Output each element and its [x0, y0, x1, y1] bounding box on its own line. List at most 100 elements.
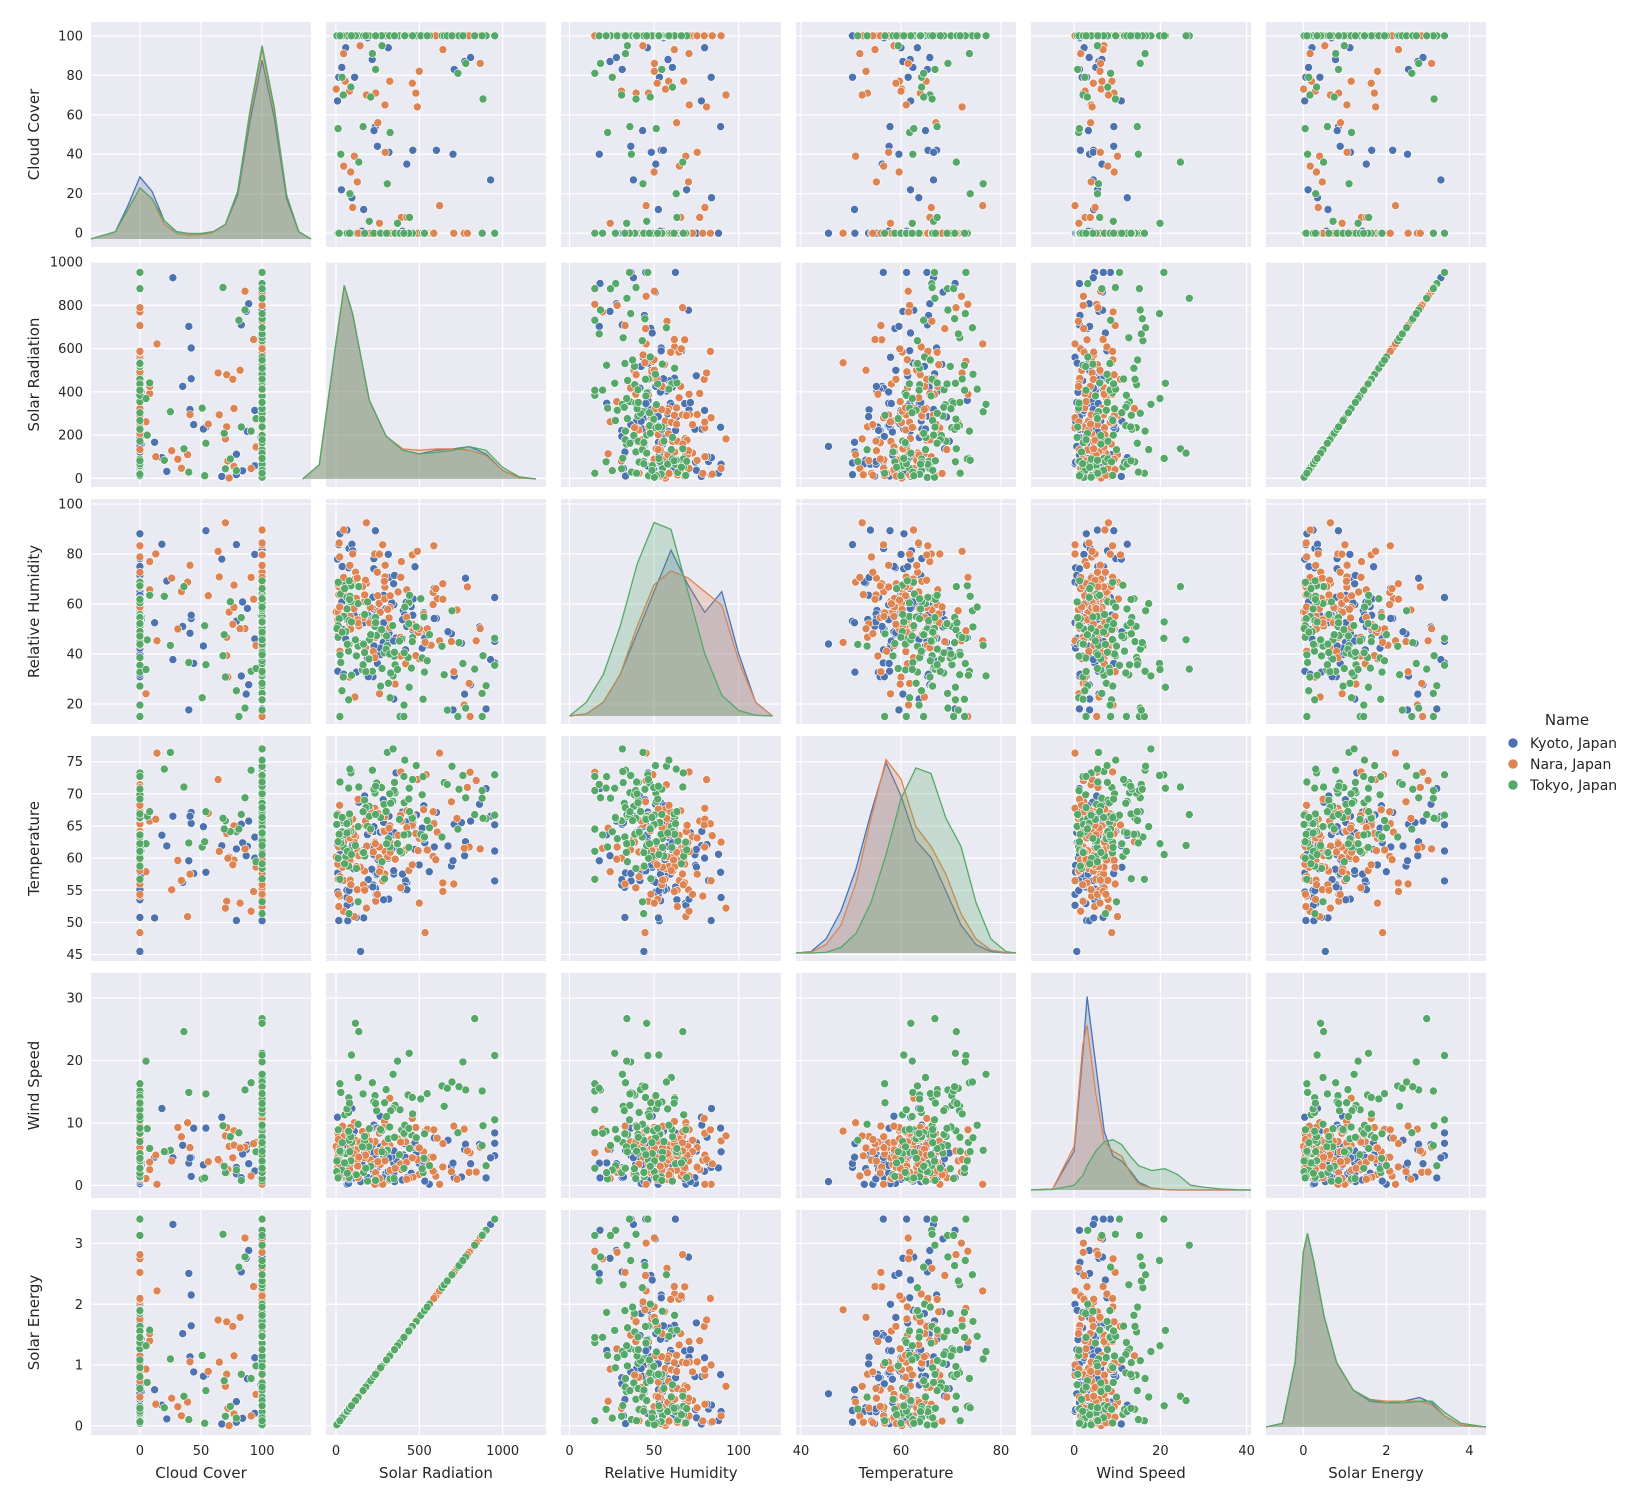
- y-tick-label: 20: [66, 698, 83, 713]
- point-tokyo-japan: [652, 370, 660, 378]
- point-tokyo-japan: [640, 460, 648, 468]
- point-tokyo-japan: [658, 360, 666, 368]
- point-nara-japan: [670, 336, 678, 344]
- point-nara-japan: [1099, 336, 1107, 344]
- point-tokyo-japan: [951, 683, 959, 691]
- point-kyoto-japan: [900, 530, 908, 538]
- point-tokyo-japan: [1131, 375, 1139, 383]
- point-nara-japan: [708, 32, 716, 40]
- y-tick-label: 40: [66, 148, 83, 163]
- point-nara-japan: [476, 59, 484, 67]
- panel-relative-humidity-vs-wind-speed: [1031, 499, 1251, 724]
- point-tokyo-japan: [1412, 32, 1420, 40]
- point-tokyo-japan: [929, 628, 937, 636]
- point-tokyo-japan: [642, 375, 650, 383]
- point-tokyo-japan: [670, 229, 678, 237]
- point-nara-japan: [650, 287, 658, 295]
- point-tokyo-japan: [1305, 73, 1313, 81]
- point-nara-japan: [385, 614, 393, 622]
- point-tokyo-japan: [622, 50, 630, 58]
- point-nara-japan: [902, 101, 910, 109]
- point-kyoto-japan: [1304, 186, 1312, 194]
- point-tokyo-japan: [950, 285, 958, 293]
- point-kyoto-japan: [411, 563, 419, 571]
- panel-background: [1266, 22, 1486, 247]
- point-tokyo-japan: [648, 466, 656, 474]
- point-tokyo-japan: [136, 582, 144, 590]
- point-kyoto-japan: [654, 206, 662, 214]
- point-tokyo-japan: [232, 467, 240, 475]
- point-nara-japan: [136, 322, 144, 330]
- point-nara-japan: [896, 345, 904, 353]
- point-kyoto-japan: [1433, 705, 1441, 713]
- point-tokyo-japan: [632, 284, 640, 292]
- point-nara-japan: [642, 292, 650, 300]
- point-tokyo-japan: [400, 713, 408, 721]
- point-tokyo-japan: [405, 683, 413, 691]
- point-nara-japan: [908, 423, 916, 431]
- point-tokyo-japan: [931, 268, 939, 276]
- point-nara-japan: [394, 588, 402, 596]
- point-tokyo-japan: [1094, 32, 1102, 40]
- point-tokyo-japan: [881, 32, 889, 40]
- point-tokyo-japan: [1320, 158, 1328, 166]
- point-tokyo-japan: [258, 469, 266, 477]
- point-kyoto-japan: [218, 472, 226, 480]
- point-tokyo-japan: [599, 386, 607, 394]
- point-kyoto-japan: [187, 344, 195, 352]
- point-nara-japan: [1419, 713, 1427, 721]
- point-tokyo-japan: [338, 73, 346, 81]
- point-tokyo-japan: [341, 585, 349, 593]
- point-tokyo-japan: [346, 190, 354, 198]
- point-kyoto-japan: [708, 194, 716, 202]
- point-tokyo-japan: [979, 180, 987, 188]
- point-nara-japan: [700, 32, 708, 40]
- point-nara-japan: [868, 553, 876, 561]
- y-tick-label: 100: [58, 498, 83, 513]
- point-kyoto-japan: [1110, 123, 1118, 131]
- point-nara-japan: [650, 59, 658, 67]
- point-tokyo-japan: [383, 229, 391, 237]
- point-tokyo-japan: [1134, 150, 1142, 158]
- point-tokyo-japan: [1160, 618, 1168, 626]
- point-kyoto-japan: [906, 347, 914, 355]
- point-nara-japan: [349, 204, 357, 212]
- point-kyoto-japan: [1414, 690, 1422, 698]
- point-nara-japan: [650, 168, 658, 176]
- point-tokyo-japan: [258, 285, 266, 293]
- point-kyoto-japan: [866, 526, 874, 534]
- point-nara-japan: [1109, 347, 1117, 355]
- point-kyoto-japan: [430, 615, 438, 623]
- point-tokyo-japan: [258, 696, 266, 704]
- point-tokyo-japan: [1302, 229, 1310, 237]
- point-tokyo-japan: [202, 661, 210, 669]
- point-tokyo-japan: [339, 673, 347, 681]
- point-tokyo-japan: [626, 439, 634, 447]
- point-nara-japan: [347, 168, 355, 176]
- point-nara-japan: [174, 625, 182, 633]
- point-nara-japan: [136, 446, 144, 454]
- point-tokyo-japan: [905, 599, 913, 607]
- point-tokyo-japan: [652, 125, 660, 133]
- point-kyoto-japan: [462, 574, 470, 582]
- point-tokyo-japan: [643, 32, 651, 40]
- point-tokyo-japan: [1109, 578, 1117, 586]
- point-tokyo-japan: [1082, 713, 1090, 721]
- point-tokyo-japan: [623, 415, 631, 423]
- point-tokyo-japan: [1127, 229, 1135, 237]
- point-tokyo-japan: [1138, 639, 1146, 647]
- y-tick-label: 60: [66, 108, 83, 123]
- point-tokyo-japan: [926, 673, 934, 681]
- point-nara-japan: [1083, 561, 1091, 569]
- point-nara-japan: [856, 50, 864, 58]
- point-nara-japan: [258, 526, 266, 534]
- point-tokyo-japan: [952, 583, 960, 591]
- point-tokyo-japan: [591, 469, 599, 477]
- point-tokyo-japan: [258, 603, 266, 611]
- point-tokyo-japan: [591, 69, 599, 77]
- point-tokyo-japan: [136, 595, 144, 603]
- point-nara-japan: [439, 46, 447, 54]
- point-tokyo-japan: [920, 93, 928, 101]
- point-tokyo-japan: [1176, 583, 1184, 591]
- point-tokyo-japan: [1182, 32, 1190, 40]
